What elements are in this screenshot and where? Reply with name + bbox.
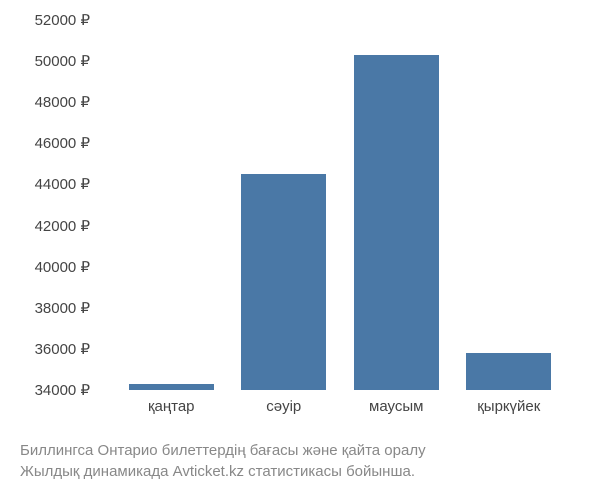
- bars-container: [100, 20, 580, 390]
- y-tick-label: 42000 ₽: [35, 217, 90, 235]
- bar-group: [121, 384, 221, 390]
- bar: [129, 384, 214, 390]
- y-tick-label: 46000 ₽: [35, 134, 90, 152]
- y-tick-label: 34000 ₽: [35, 381, 90, 399]
- y-tick-label: 36000 ₽: [35, 340, 90, 358]
- y-tick-label: 52000 ₽: [35, 11, 90, 29]
- bar: [241, 174, 326, 390]
- x-tick-label: сәуір: [234, 398, 334, 415]
- y-tick-label: 38000 ₽: [35, 299, 90, 317]
- bar: [354, 55, 439, 390]
- bar-group: [459, 353, 559, 390]
- x-tick-label: маусым: [346, 398, 446, 415]
- bar-group: [234, 174, 334, 390]
- plot-area: [100, 20, 580, 390]
- chart-caption: Биллингса Онтарио билеттердің бағасы жән…: [20, 440, 426, 482]
- y-tick-label: 50000 ₽: [35, 52, 90, 70]
- x-tick-label: қыркүйек: [459, 398, 559, 415]
- y-axis: 34000 ₽36000 ₽38000 ₽40000 ₽42000 ₽44000…: [0, 20, 95, 390]
- y-tick-label: 44000 ₽: [35, 175, 90, 193]
- y-tick-label: 40000 ₽: [35, 258, 90, 276]
- y-tick-label: 48000 ₽: [35, 93, 90, 111]
- caption-line-1: Биллингса Онтарио билеттердің бағасы жән…: [20, 440, 426, 461]
- bar-group: [346, 55, 446, 390]
- x-tick-label: қаңтар: [121, 398, 221, 415]
- x-axis: қаңтар сәуір маусым қыркүйек: [100, 398, 580, 415]
- caption-line-2: Жылдық динамикада Avticket.kz статистика…: [20, 461, 426, 482]
- bar: [466, 353, 551, 390]
- chart-container: 34000 ₽ 36000 ₽ 38000 ₽ 40000 ₽ 42000 ₽ 44000…: [0, 0, 600, 500]
